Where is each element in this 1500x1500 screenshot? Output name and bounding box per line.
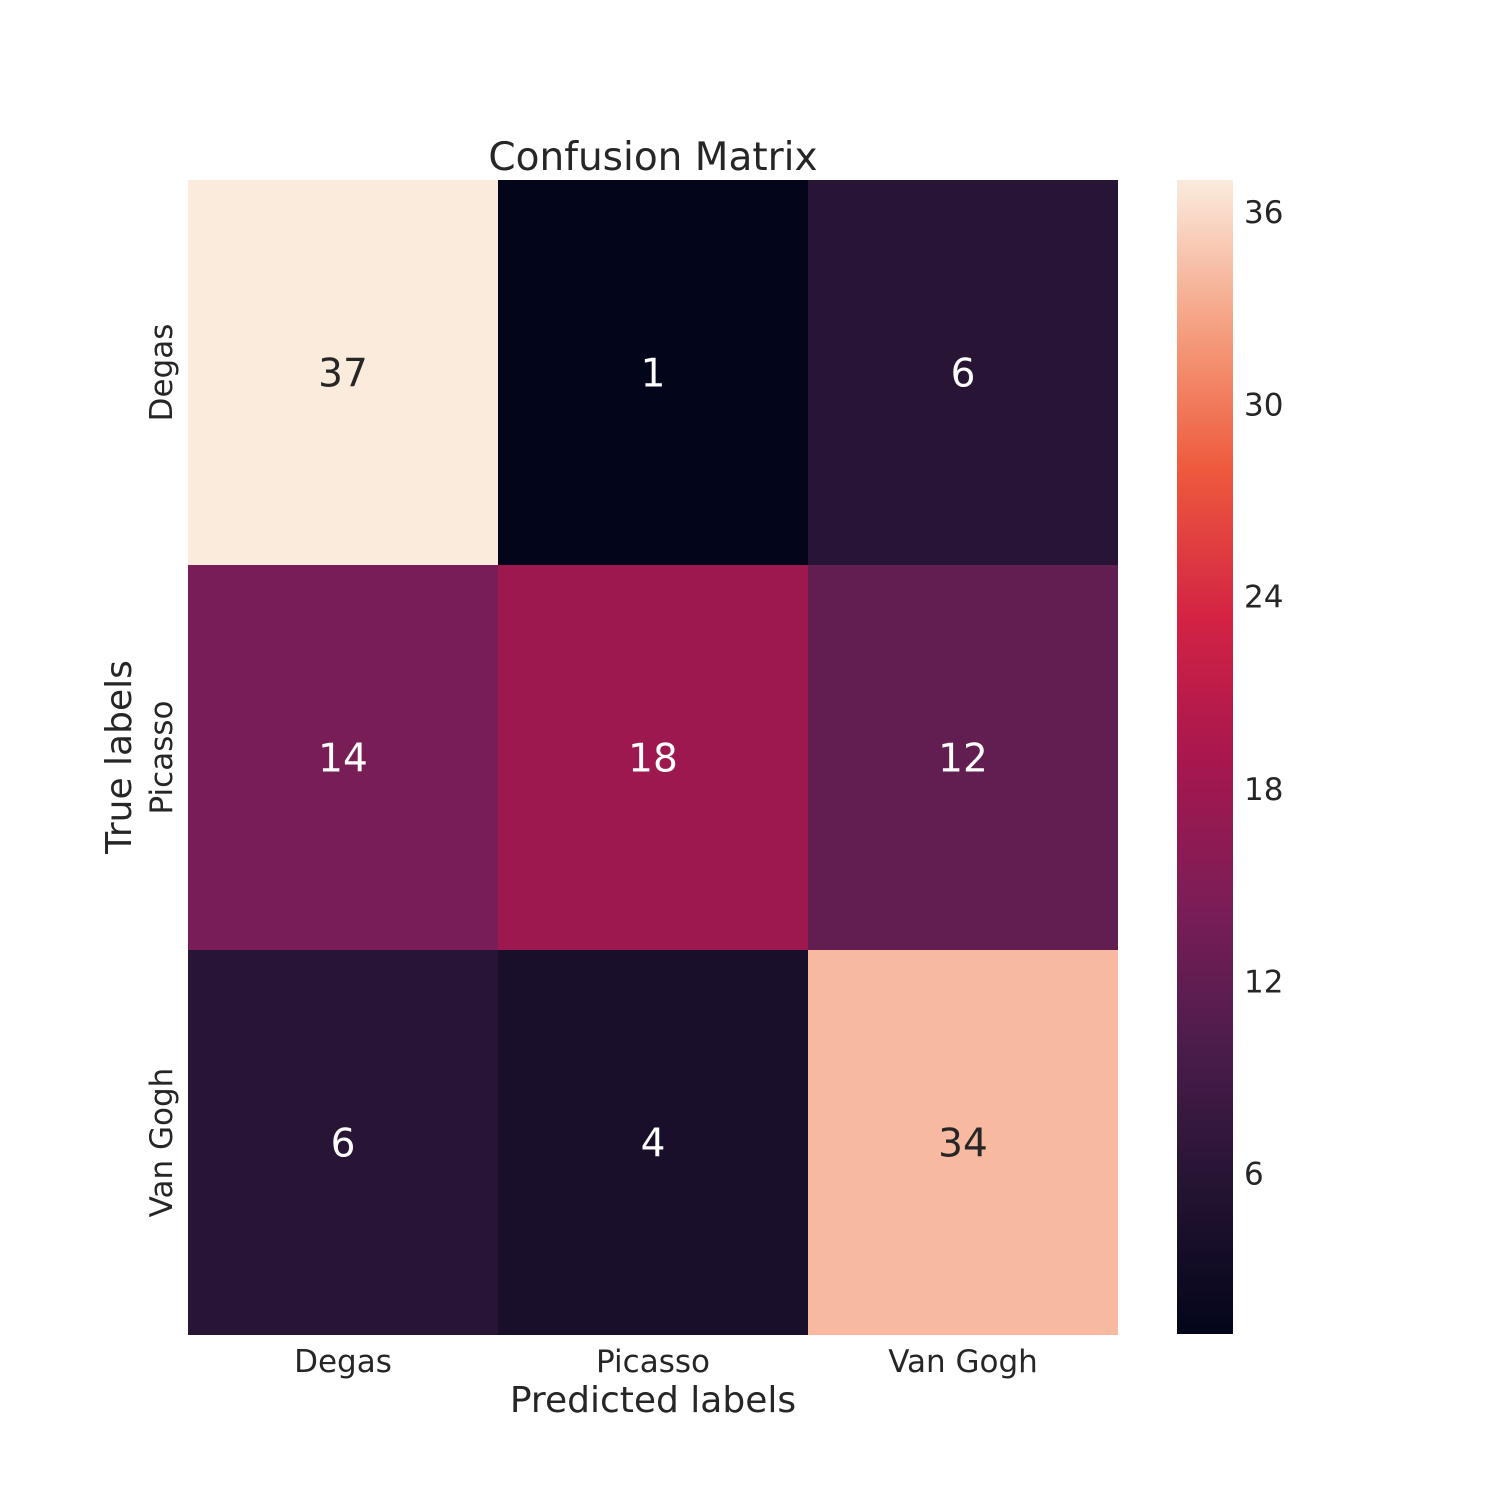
- heatmap-cell: [808, 950, 1118, 1335]
- colorbar: [1177, 180, 1233, 1334]
- x-axis-title: Predicted labels: [510, 1380, 796, 1421]
- x-tick-label: Van Gogh: [888, 1344, 1038, 1380]
- y-axis-title: True labels: [99, 660, 140, 855]
- heatmap-cell-value: 37: [318, 352, 368, 397]
- heatmap-cell-value: 1: [641, 352, 666, 397]
- heatmap-cell-value: 6: [951, 352, 976, 397]
- colorbar-tick-label: 24: [1244, 580, 1283, 616]
- heatmap-cell: [498, 950, 808, 1335]
- heatmap-cell: [808, 565, 1118, 950]
- heatmap-cell: [808, 180, 1118, 565]
- heatmap-cell: [498, 565, 808, 950]
- colorbar-tick-label: 12: [1244, 964, 1283, 1000]
- heatmap-cell: [188, 950, 498, 1335]
- heatmap-cell-value: 14: [318, 737, 368, 782]
- y-tick-label: Degas: [144, 324, 180, 422]
- heatmap-cell: [188, 180, 498, 565]
- y-axis-tick-labels: Degas Picasso Van Gogh: [144, 324, 180, 1218]
- x-tick-label: Degas: [294, 1344, 392, 1380]
- heatmap-cell-value: 18: [628, 737, 678, 782]
- colorbar-tick-label: 18: [1244, 772, 1283, 808]
- heatmap-cell-value: 4: [641, 1122, 666, 1167]
- colorbar-tick-label: 30: [1244, 387, 1283, 423]
- heatmap-cell-value: 6: [331, 1122, 356, 1167]
- x-tick-label: Picasso: [596, 1344, 710, 1380]
- chart-title: Confusion Matrix: [488, 135, 817, 180]
- y-tick-label: Van Gogh: [144, 1068, 180, 1218]
- colorbar-tick-label: 6: [1244, 1157, 1264, 1193]
- heatmap-cells: [188, 180, 1118, 1335]
- colorbar-tick-label: 36: [1244, 195, 1283, 231]
- colorbar-tick-labels: 6 12 18 24 30 36: [1244, 195, 1283, 1193]
- heatmap-cell-labels: 37 1 6 14 18 12 6 4 34: [318, 352, 988, 1167]
- heatmap-cell-value: 34: [938, 1122, 988, 1167]
- heatmap-cell: [188, 565, 498, 950]
- y-tick-label: Picasso: [144, 701, 180, 815]
- x-axis-tick-labels: Degas Picasso Van Gogh: [294, 1344, 1038, 1380]
- heatmap-cell-value: 12: [938, 737, 988, 782]
- heatmap-cell: [498, 180, 808, 565]
